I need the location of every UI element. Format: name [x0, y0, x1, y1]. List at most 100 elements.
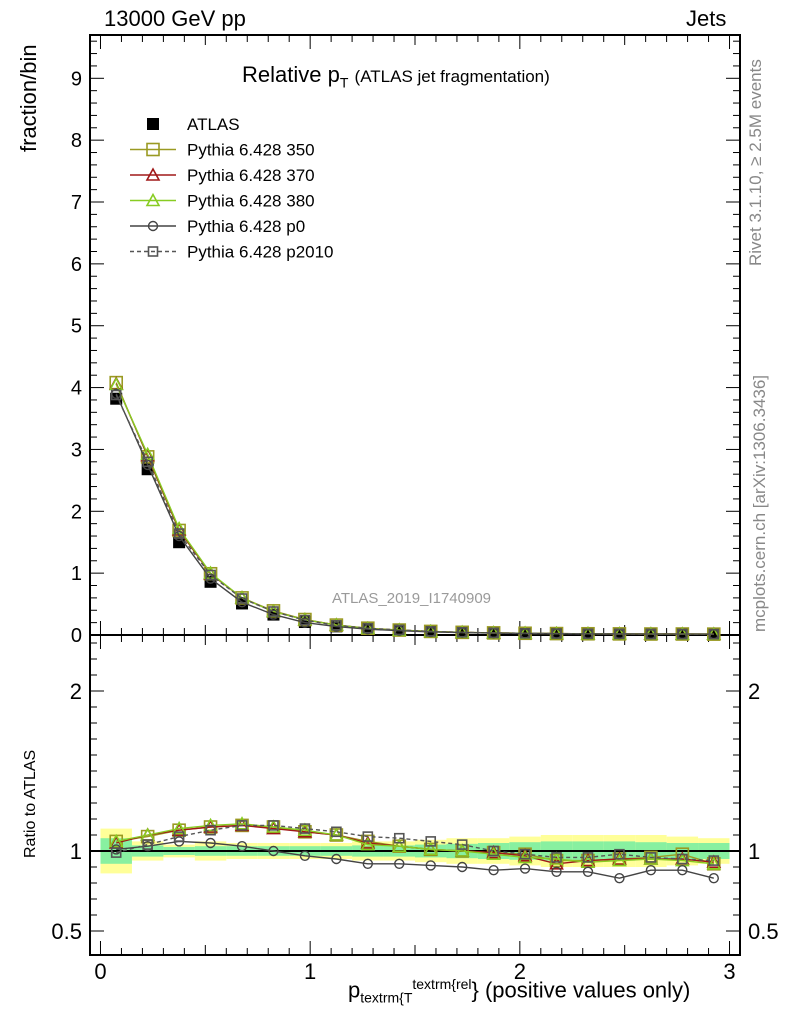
header-right: Jets	[686, 6, 727, 31]
main-data-point	[614, 628, 625, 640]
x-axis-label-sup: textrm{rel	[412, 976, 472, 992]
ratio-data-point	[362, 858, 374, 869]
y-tick-label: 1	[71, 563, 82, 585]
chart-title-suffix: (ATLAS jet fragmentation)	[354, 67, 550, 86]
ratio-data-point	[393, 832, 405, 844]
chart-title: Relative pT (ATLAS jet fragmentation)	[242, 62, 550, 90]
x-tick-label: 3	[723, 959, 735, 984]
ratio-data-point	[236, 820, 248, 831]
ratio-data-point	[394, 858, 405, 869]
main-data-point	[268, 606, 279, 617]
y-tick-label: 3	[71, 439, 82, 461]
ratio-data-point	[708, 855, 720, 866]
ratio-data-point	[266, 819, 281, 833]
ratio-data-point	[142, 839, 153, 850]
ratio-data-point	[108, 833, 124, 848]
main-data-point	[393, 624, 405, 636]
x-axis-label-sub: textrm{T	[360, 989, 413, 1006]
ratio-data-point	[488, 865, 499, 876]
y-tick-label: 0	[71, 625, 82, 647]
legend-marker	[145, 167, 161, 181]
ratio-data-point	[423, 841, 439, 856]
main-data-point	[236, 593, 248, 604]
ratio-data-point	[519, 863, 531, 874]
legend-marker	[147, 246, 159, 257]
ratio-data-point	[329, 827, 344, 841]
chart-title-sub: T	[339, 74, 349, 91]
main-data-point	[425, 626, 437, 637]
ratio-data-point	[677, 865, 688, 876]
ratio-data-point	[549, 851, 564, 865]
ratio-data-point	[331, 853, 342, 865]
y-tick-label: 2	[71, 501, 82, 523]
legend-label: Pythia 6.428 350	[187, 141, 315, 160]
legend-marker	[145, 192, 161, 207]
y-tick-label: 5	[71, 316, 82, 338]
watermark: ATLAS_2019_I1740909	[332, 590, 492, 607]
ratio-data-point	[234, 816, 250, 830]
main-data-point	[331, 620, 342, 631]
ratio-data-point	[299, 823, 311, 834]
mcplots-label: mcplots.cern.ch [arXiv:1306.3436]	[750, 374, 769, 632]
ratio-y-tick-label: 2	[70, 679, 82, 704]
ratio-data-point	[706, 856, 722, 870]
main-data-point	[519, 628, 531, 639]
ratio-data-point	[362, 831, 374, 842]
ratio-data-point	[110, 847, 122, 858]
main-data-point	[582, 628, 594, 640]
y-tick-label: 4	[71, 378, 82, 400]
ratio-data-point	[614, 873, 625, 884]
x-tick-label: 2	[514, 959, 526, 984]
main-data-point	[110, 389, 122, 401]
legend-marker	[147, 220, 159, 232]
legend-label: Pythia 6.428 p2010	[187, 243, 334, 262]
ratio-data-point	[205, 824, 216, 836]
y-axis-label-ratio: Ratio to ATLAS	[22, 749, 39, 858]
y-tick-label: 9	[71, 68, 82, 90]
legend-label: ATLAS	[187, 115, 240, 134]
ratio-data-point	[519, 848, 531, 860]
main-data-point	[142, 456, 153, 468]
legend-label: Pythia 6.428 380	[187, 192, 315, 211]
ratio-data-point	[331, 826, 342, 838]
ratio-data-point	[360, 836, 376, 851]
ratio-data-point	[517, 849, 533, 864]
ratio-data-point	[582, 866, 594, 877]
main-data-point	[645, 628, 657, 640]
ratio-data-point	[645, 865, 657, 876]
x-axis-label-suffix: } (positive values only)	[471, 977, 691, 1003]
ratio-data-point	[454, 843, 470, 857]
ratio-data-point	[236, 841, 248, 852]
ratio-data-point	[425, 836, 437, 847]
ratio-y-tick-label-right: 1	[748, 839, 760, 864]
ratio-series-line	[116, 824, 714, 862]
legend-marker	[147, 118, 159, 130]
ratio-data-point	[205, 837, 216, 849]
main-data-point	[551, 628, 562, 639]
ratio-plot-frame	[89, 634, 741, 956]
x-tick-label: 0	[94, 959, 106, 984]
main-data-point	[299, 614, 311, 626]
ratio-data-point	[551, 852, 562, 863]
y-tick-label: 8	[71, 130, 82, 152]
main-data-point	[173, 528, 185, 539]
main-data-point	[362, 622, 374, 634]
ratio-data-point	[708, 873, 719, 884]
main-data-point	[708, 628, 720, 640]
legend-marker	[146, 142, 160, 157]
main-data-point	[205, 569, 216, 581]
chart-title-main: Relative p	[242, 62, 340, 87]
ratio-data-point	[645, 852, 657, 863]
y-tick-label: 7	[71, 192, 82, 214]
x-axis-label-main: p	[348, 977, 361, 1003]
ratio-data-point	[268, 845, 279, 857]
ratio-data-point	[456, 861, 468, 873]
ratio-y-tick-label: 1	[70, 839, 82, 864]
main-data-point	[677, 628, 688, 640]
ratio-data-point	[268, 820, 279, 831]
ratio-data-point	[582, 852, 594, 863]
ratio-y-tick-label-right: 0.5	[748, 919, 779, 944]
rivet-label: Rivet 3.1.10, ≥ 2.5M events	[746, 59, 765, 266]
ratio-data-point	[612, 852, 627, 867]
